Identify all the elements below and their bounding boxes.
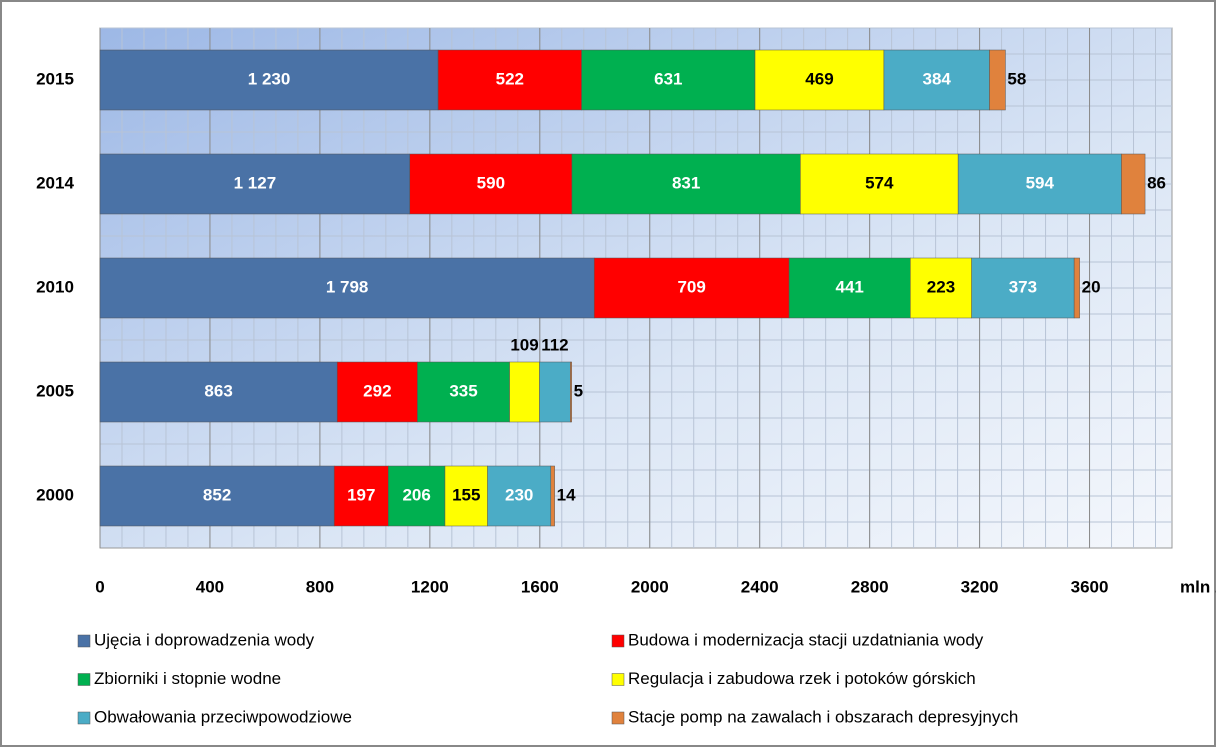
bar-segment [333, 465, 389, 527]
bar-segment [99, 361, 338, 423]
x-tick-label: 2400 [741, 577, 779, 596]
bar-segment [883, 49, 990, 111]
x-tick-label: 1600 [521, 577, 559, 596]
legend-swatch [77, 711, 91, 725]
bar-segment [99, 257, 595, 319]
data-label: 574 [865, 173, 894, 192]
data-label: 1 798 [326, 277, 369, 296]
y-tick-label: 2005 [36, 381, 74, 400]
x-tick-label: 0 [95, 577, 104, 596]
bar-segment [1073, 257, 1080, 319]
data-label: 1 230 [248, 69, 291, 88]
bar-segment [800, 153, 959, 215]
bar-segment [754, 49, 885, 111]
bar-segment [417, 361, 510, 423]
bar-segment [539, 361, 571, 423]
data-label: 441 [836, 277, 864, 296]
data-label: 58 [1007, 69, 1026, 88]
legend-label: Regulacja i zabudowa rzek i potoków górs… [628, 669, 976, 688]
y-tick-label: 2010 [36, 277, 74, 296]
legend-swatch [77, 634, 91, 648]
bar-segment [910, 257, 972, 319]
x-tick-label: 800 [306, 577, 334, 596]
bar-segment [509, 361, 540, 423]
bar-segment [99, 153, 411, 215]
data-label: 594 [1026, 173, 1055, 192]
data-label: 384 [923, 69, 952, 88]
y-tick-label: 2000 [36, 485, 74, 504]
legend-swatch [611, 634, 625, 648]
legend-label: Budowa i modernizacja stacji uzdatniania… [628, 630, 984, 649]
data-label: 831 [672, 173, 700, 192]
bar-segment [571, 153, 801, 215]
data-label: 14 [557, 485, 576, 504]
data-label: 335 [449, 381, 477, 400]
data-label: 631 [654, 69, 682, 88]
data-label: 197 [347, 485, 375, 504]
data-label: 709 [677, 277, 705, 296]
x-axis-label: mln zł [1180, 577, 1216, 596]
data-label: 20 [1082, 277, 1101, 296]
legend-swatch [77, 673, 91, 686]
y-tick-label: 2014 [36, 173, 74, 192]
bar-segment [336, 361, 418, 423]
data-label: 863 [204, 381, 232, 400]
x-tick-label: 1200 [411, 577, 449, 596]
bar-segment [593, 257, 790, 319]
data-label: 109 [510, 335, 538, 354]
x-tick-label: 2000 [631, 577, 669, 596]
legend-label: Obwałowania przeciwpowodziowe [94, 707, 352, 726]
legend-swatch [611, 673, 625, 686]
legend-swatch [611, 711, 625, 725]
data-label: 5 [574, 381, 583, 400]
bar-segment [971, 257, 1075, 319]
data-label: 590 [477, 173, 505, 192]
bar-segment [1121, 153, 1146, 215]
data-label: 373 [1009, 277, 1037, 296]
x-tick-label: 2800 [851, 577, 889, 596]
bar-segment [989, 49, 1006, 111]
y-tick-label: 2015 [36, 69, 74, 88]
data-label: 230 [505, 485, 533, 504]
bar-segment [788, 257, 911, 319]
bar-segment [99, 49, 439, 111]
data-label: 155 [452, 485, 480, 504]
bar-segment [581, 49, 756, 111]
data-label: 223 [927, 277, 955, 296]
data-label: 1 127 [234, 173, 277, 192]
legend-label: Ujęcia i doprowadzenia wody [94, 630, 315, 649]
data-label: 86 [1147, 173, 1166, 192]
x-tick-label: 400 [196, 577, 224, 596]
bar-segment [409, 153, 573, 215]
data-label: 292 [363, 381, 391, 400]
legend-label: Stacje pomp na zawalach i obszarach depr… [628, 707, 1018, 726]
data-label: 206 [402, 485, 430, 504]
bar-segment [437, 49, 582, 111]
data-label: 522 [496, 69, 524, 88]
data-label: 852 [203, 485, 231, 504]
legend-label: Zbiorniki i stopnie wodne [94, 669, 281, 688]
bar-segment [957, 153, 1122, 215]
x-tick-label: 3200 [961, 577, 999, 596]
x-tick-label: 3600 [1071, 577, 1109, 596]
bar-segment [550, 465, 555, 527]
bar-segment [570, 361, 572, 423]
data-label: 469 [805, 69, 833, 88]
data-label: 112 [541, 335, 568, 354]
